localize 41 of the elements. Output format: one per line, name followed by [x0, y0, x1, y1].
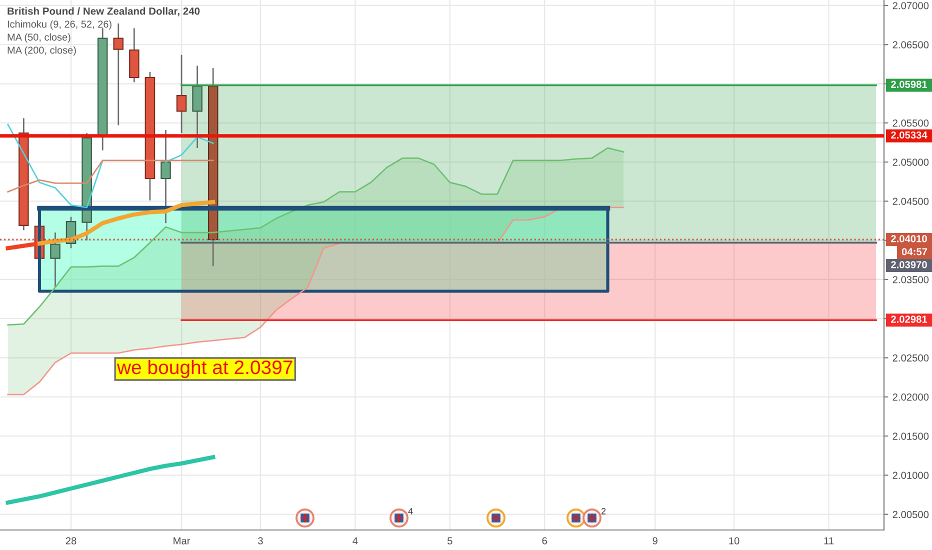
annotation: MA (50, close)	[8, 33, 70, 43]
y-tick-label: 2.01500	[892, 432, 929, 440]
candlestick	[176, 54, 187, 134]
y-tick-label: 2.05500	[892, 120, 929, 127]
ref-line-label: 2.04010	[891, 235, 927, 242]
line-series	[37, 200, 216, 246]
annotation: Ichimoku (9, 26, 52, 26)	[8, 20, 112, 30]
data-label: 2.05981	[891, 80, 928, 88]
x-tick-label: 5	[447, 537, 452, 544]
ref-line-label: 2.05334	[891, 131, 928, 139]
text: British Pound / New Zealand Dollar, 240	[8, 7, 200, 16]
x-tick-label: 10	[729, 537, 740, 544]
candlestick	[50, 232, 60, 288]
data-label: 2.03970	[891, 261, 927, 268]
candlestick	[113, 22, 124, 126]
line-series	[6, 455, 216, 505]
line-series	[7, 160, 214, 192]
x-tick-label: 3	[258, 537, 263, 544]
annotation: 4	[408, 508, 413, 514]
candlestick	[160, 129, 171, 224]
x-tick-label: 11	[824, 537, 834, 544]
y-tick-label: 2.04500	[892, 198, 929, 205]
data-label: 2.02981	[891, 316, 928, 323]
y-tick-label: 2.00500	[892, 510, 929, 518]
x-tick-label: 9	[652, 537, 658, 544]
annotation: 2	[601, 508, 606, 514]
y-tick-label: 2.01000	[892, 472, 929, 479]
y-tick-label: 2.05000	[892, 158, 929, 166]
y-tick-label: 2.07000	[892, 2, 929, 10]
line-series	[7, 147, 624, 326]
x-tick-label: 4	[352, 537, 358, 544]
y-tick-label: 2.02500	[892, 354, 929, 362]
y-tick-label: 2.06500	[892, 41, 929, 48]
annotation: MA (200, close)	[8, 46, 76, 56]
y-tick-label: 2.03500	[892, 276, 929, 284]
text: 04:57	[902, 248, 928, 256]
y-tick-label: 2.02000	[892, 394, 929, 401]
x-tick-label: 6	[542, 537, 547, 544]
x-tick-label: 28	[66, 537, 76, 544]
x-tick-label: Mar	[174, 537, 190, 544]
annotation: we bought at 2.0397	[116, 360, 292, 378]
